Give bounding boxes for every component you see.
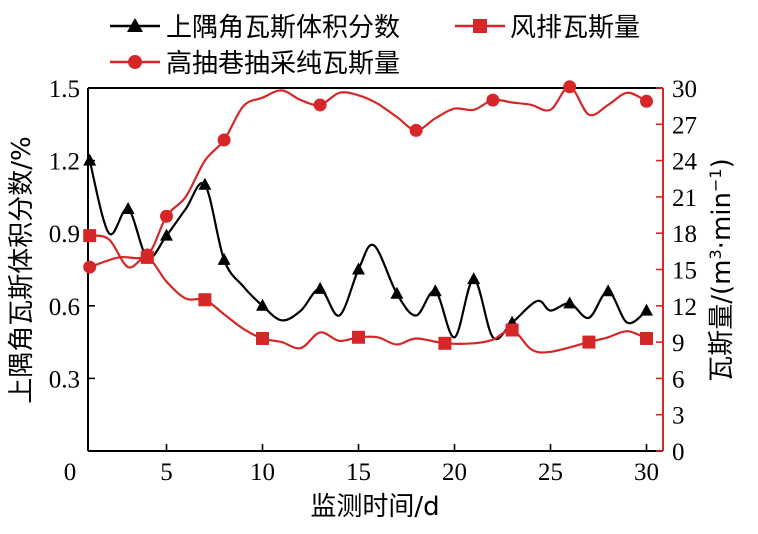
legend-entry-ventilation: 风排瓦斯量 <box>455 13 640 43</box>
triangle-marker <box>428 284 442 297</box>
circle-marker <box>160 209 173 223</box>
legend-square-marker <box>473 19 487 33</box>
square-marker <box>198 293 212 307</box>
y-right-tick-label: 15 <box>672 258 697 285</box>
x-tick-label: 30 <box>634 459 659 486</box>
circle-marker <box>563 80 577 94</box>
square-marker <box>582 335 596 349</box>
square-marker <box>256 331 269 345</box>
triangle-marker <box>390 286 404 299</box>
legend-entry-drainage: 高抽巷抽采纯瓦斯量 <box>110 49 400 79</box>
series-2 <box>83 80 653 274</box>
square-marker <box>505 323 519 337</box>
y-right-tick-label: 21 <box>672 185 697 212</box>
circle-marker <box>140 248 154 262</box>
triangle-marker <box>198 177 212 190</box>
square-marker <box>438 336 452 350</box>
y-left-axis-title: 上隅角瓦斯体积分数/% <box>7 136 37 403</box>
y-right-tick-label: 3 <box>672 403 685 430</box>
y-right-title-mid: ·min <box>707 192 737 249</box>
x-tick-label: 10 <box>250 459 275 486</box>
circle-marker <box>313 98 327 112</box>
legend-circle-marker <box>128 55 142 69</box>
legend-label-ventilation: 风排瓦斯量 <box>510 13 640 43</box>
legend-label-upper-corner: 上隅角瓦斯体积分数 <box>166 13 400 43</box>
y-right-tick-label: 6 <box>672 366 685 393</box>
circle-marker <box>217 133 231 147</box>
legend-entry-upper-corner: 上隅角瓦斯体积分数 <box>110 13 400 43</box>
triangle-marker <box>83 153 97 166</box>
series-0 <box>83 153 653 341</box>
axes <box>87 87 664 452</box>
triangle-marker <box>640 303 653 316</box>
legend-triangle-marker <box>127 18 143 32</box>
circle-marker <box>486 93 500 107</box>
series-line-2 <box>89 85 648 269</box>
series-layer <box>83 80 653 354</box>
y-left-tick-label: 0.3 <box>49 366 80 393</box>
square-marker <box>352 330 365 344</box>
series-1 <box>83 229 653 354</box>
x-tick-label: 20 <box>442 459 467 486</box>
y-right-tick-label: 30 <box>672 76 697 103</box>
triangle-marker <box>563 296 577 309</box>
y-right-title-sup-1: 3 <box>706 249 725 259</box>
x-tick-label: 25 <box>538 459 563 486</box>
y-right-tick-label: 18 <box>672 221 697 248</box>
triangle-marker <box>313 281 327 294</box>
legend: 上隅角瓦斯体积分数 风排瓦斯量 高抽巷抽采纯瓦斯量 <box>110 13 640 79</box>
circle-marker <box>409 123 423 137</box>
square-marker <box>83 229 97 243</box>
x-tick-label: 15 <box>346 459 371 486</box>
ticks: 0 5 10 15 20 25 30 0.3 0.6 0.9 1.2 1.5 0 3 6 9 12 15 18 21 2… <box>49 76 698 486</box>
series-line-0 <box>88 160 648 341</box>
triangle-marker <box>217 252 231 265</box>
y-left-tick-label: 1.2 <box>49 149 80 176</box>
x-axis-title: 监测时间/d <box>310 492 439 522</box>
legend-label-drainage: 高抽巷抽采纯瓦斯量 <box>166 49 400 79</box>
triangle-marker <box>256 298 269 311</box>
circle-marker <box>83 260 97 274</box>
y-right-tick-label: 24 <box>672 149 698 176</box>
triangle-marker <box>467 272 481 285</box>
x-tick-label: 5 <box>160 459 173 486</box>
triangle-marker <box>352 262 365 275</box>
y-right-tick-label: 27 <box>672 112 697 139</box>
x-tick-label: 0 <box>64 459 77 486</box>
y-right-tick-label: 12 <box>672 294 697 321</box>
square-marker <box>640 331 653 345</box>
y-right-title-sup-2: −1 <box>706 168 725 192</box>
series-line-1 <box>89 234 647 354</box>
y-right-title-suffix: ) <box>707 158 737 168</box>
triangle-marker <box>601 284 615 297</box>
y-right-tick-label: 0 <box>672 439 685 466</box>
y-right-title-prefix: 瓦斯量/(m <box>707 260 737 382</box>
y-left-tick-label: 0.6 <box>49 294 80 321</box>
y-right-axis-title: 瓦斯量/(m3·min−1) <box>706 158 738 381</box>
triangle-marker <box>121 202 135 214</box>
y-left-tick-label: 0.9 <box>49 221 80 248</box>
y-right-tick-label: 9 <box>672 330 685 357</box>
triangle-marker <box>160 228 173 241</box>
circle-marker <box>640 94 653 108</box>
y-left-tick-label: 1.5 <box>49 76 80 103</box>
